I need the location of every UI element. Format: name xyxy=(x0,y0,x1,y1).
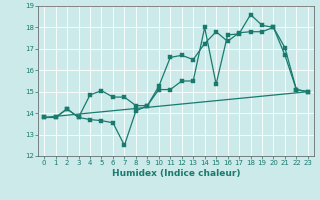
X-axis label: Humidex (Indice chaleur): Humidex (Indice chaleur) xyxy=(112,169,240,178)
